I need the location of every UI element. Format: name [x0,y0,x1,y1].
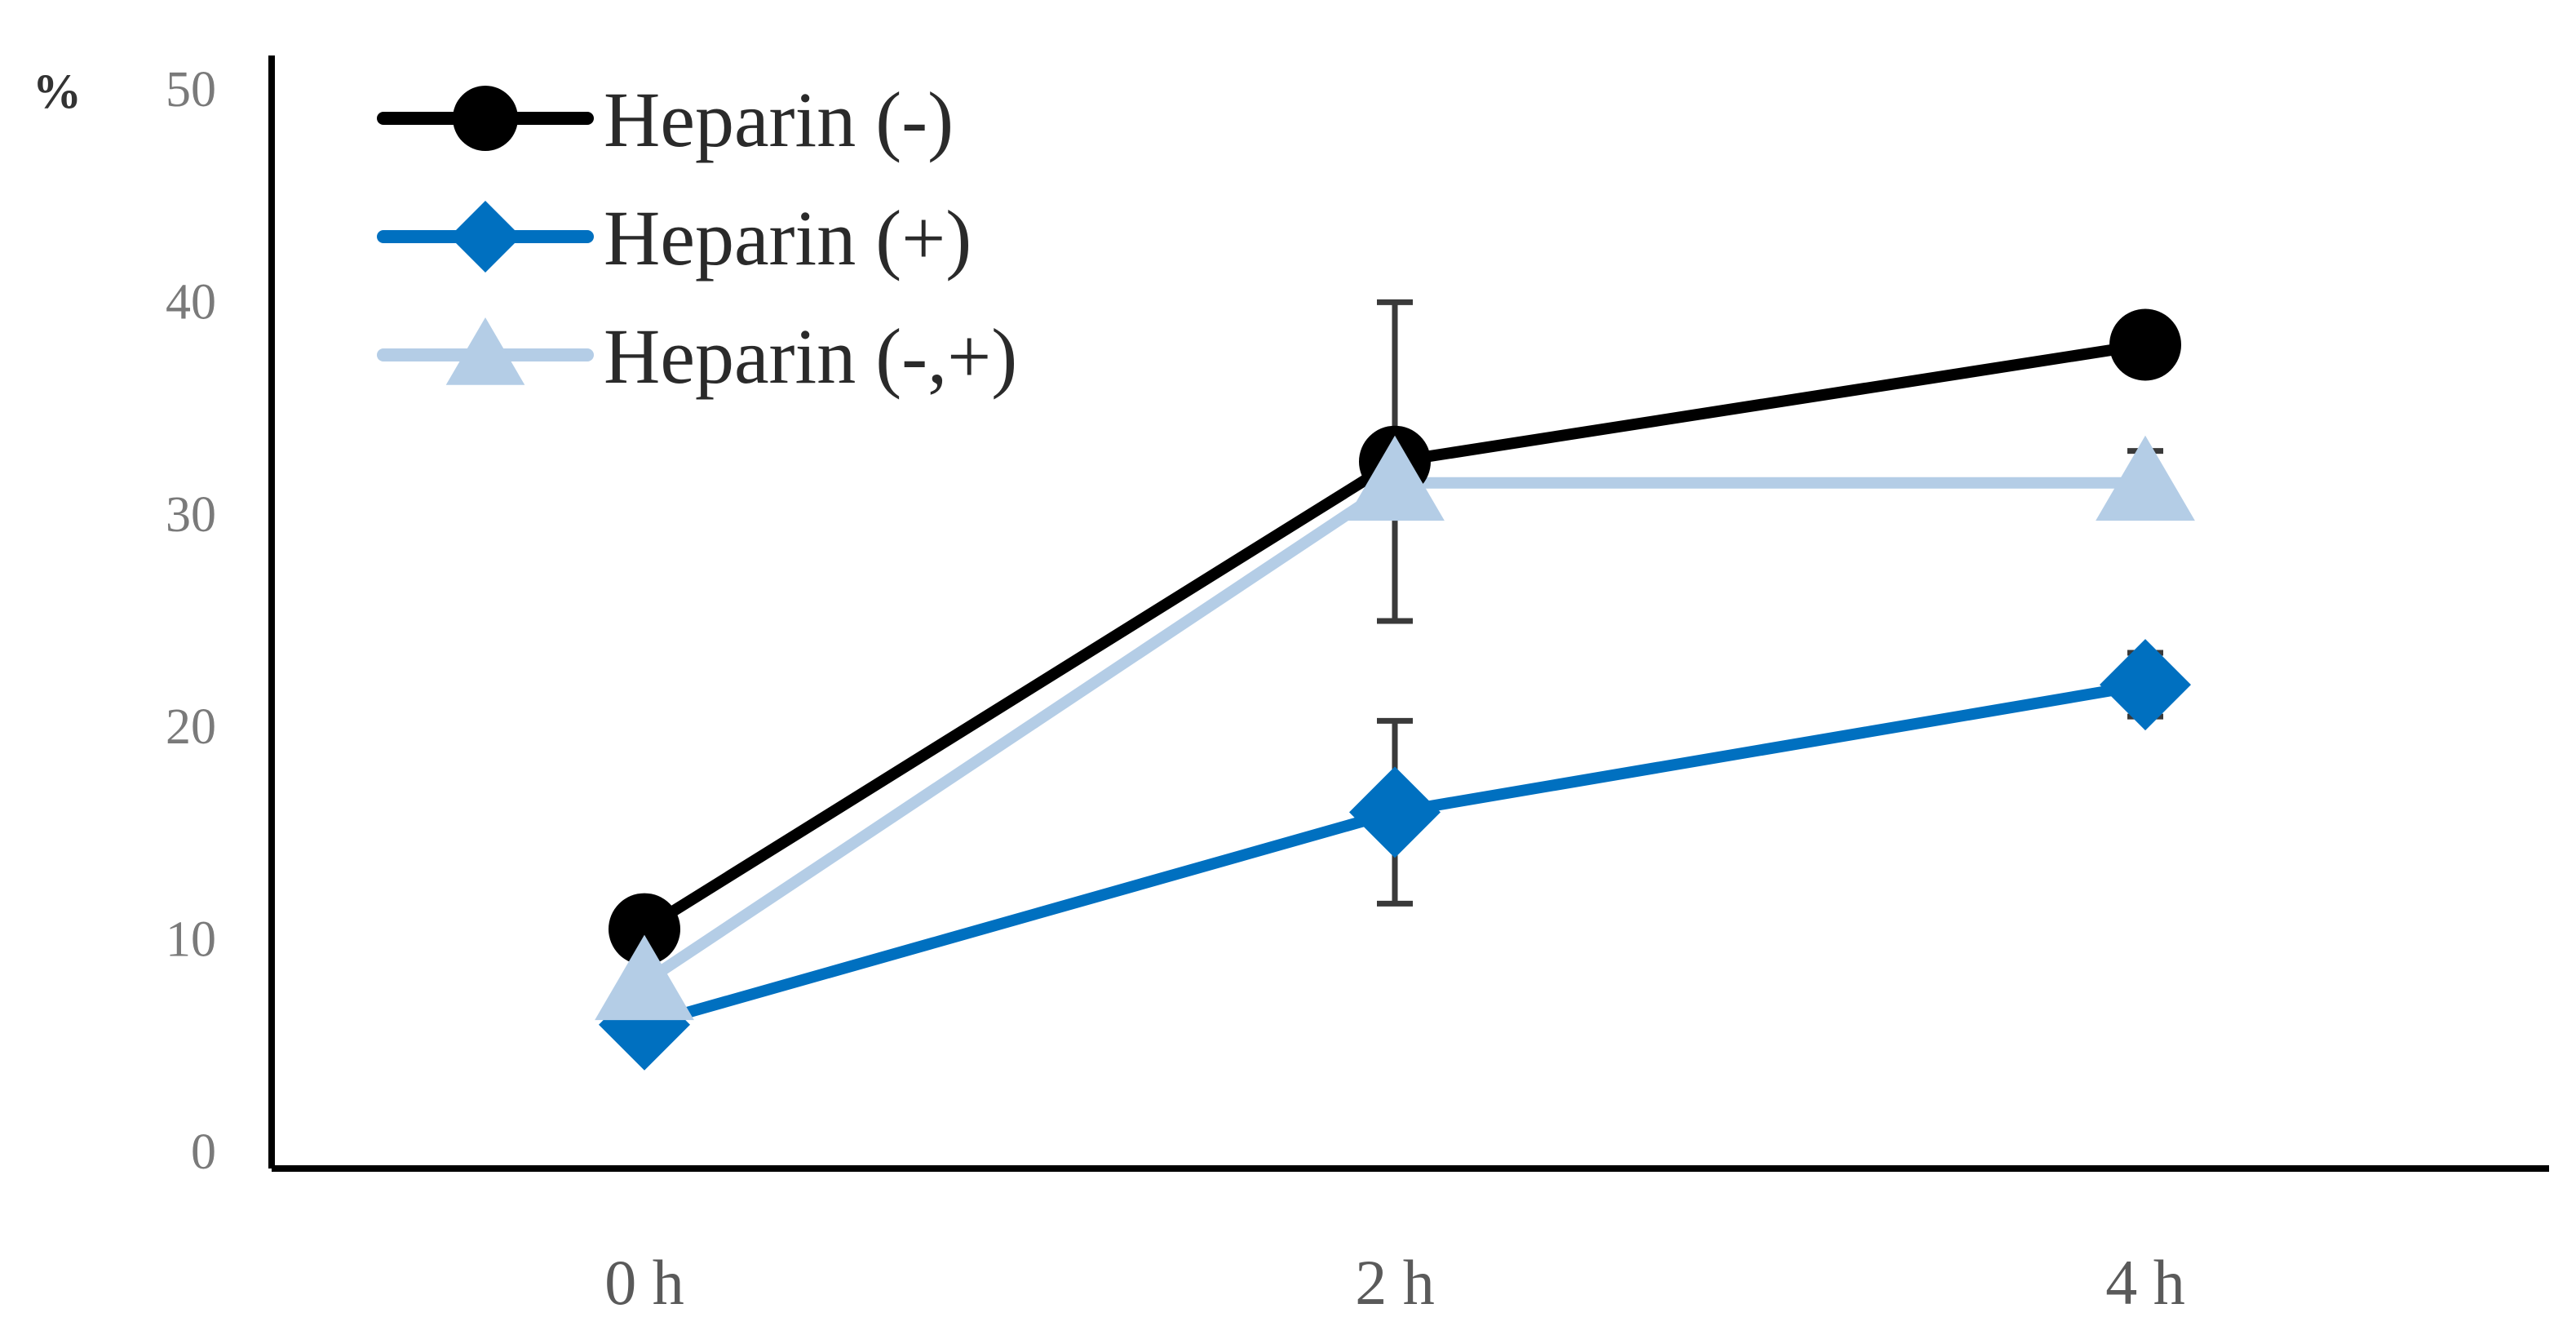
y-tick-label: 20 [166,699,216,755]
data-point [1345,435,1445,521]
legend-label: Heparin (-,+) [604,313,1017,400]
axes: % [33,55,2549,1172]
x-tick-labels: 0 h 2 h 4 h [604,1247,2185,1318]
data-point [2100,639,2191,731]
legend-label: Heparin (+) [604,194,972,282]
data-point [609,893,680,965]
data-point [595,934,694,1021]
legend: Heparin (-) Heparin (+) Heparin (-,+) [377,76,1017,400]
legend-item: Heparin (-,+) [377,313,1017,400]
data-point [449,201,521,273]
y-tick-label: 50 [166,62,216,118]
legend-item: Heparin (+) [377,194,972,282]
data-point [445,317,525,385]
x-tick-label: 4 h [2105,1247,2185,1318]
y-tick-labels: 0 10 20 30 40 50 [166,62,216,1180]
y-tick-label: 10 [166,912,216,968]
data-point [2096,435,2195,521]
y-tick-label: 30 [166,487,216,543]
y-unit-label: % [33,64,82,118]
legend-item: Heparin (-) [377,76,954,163]
y-tick-label: 0 [191,1124,216,1180]
y-tick-label: 40 [166,274,216,330]
error-bars [1377,299,2163,907]
data-point [2109,308,2181,381]
x-tick-label: 0 h [604,1247,684,1318]
data-point [1349,766,1441,858]
x-tick-label: 2 h [1355,1247,1435,1318]
legend-label: Heparin (-) [604,76,954,163]
series-markers [595,308,2195,1071]
data-point [453,86,518,151]
